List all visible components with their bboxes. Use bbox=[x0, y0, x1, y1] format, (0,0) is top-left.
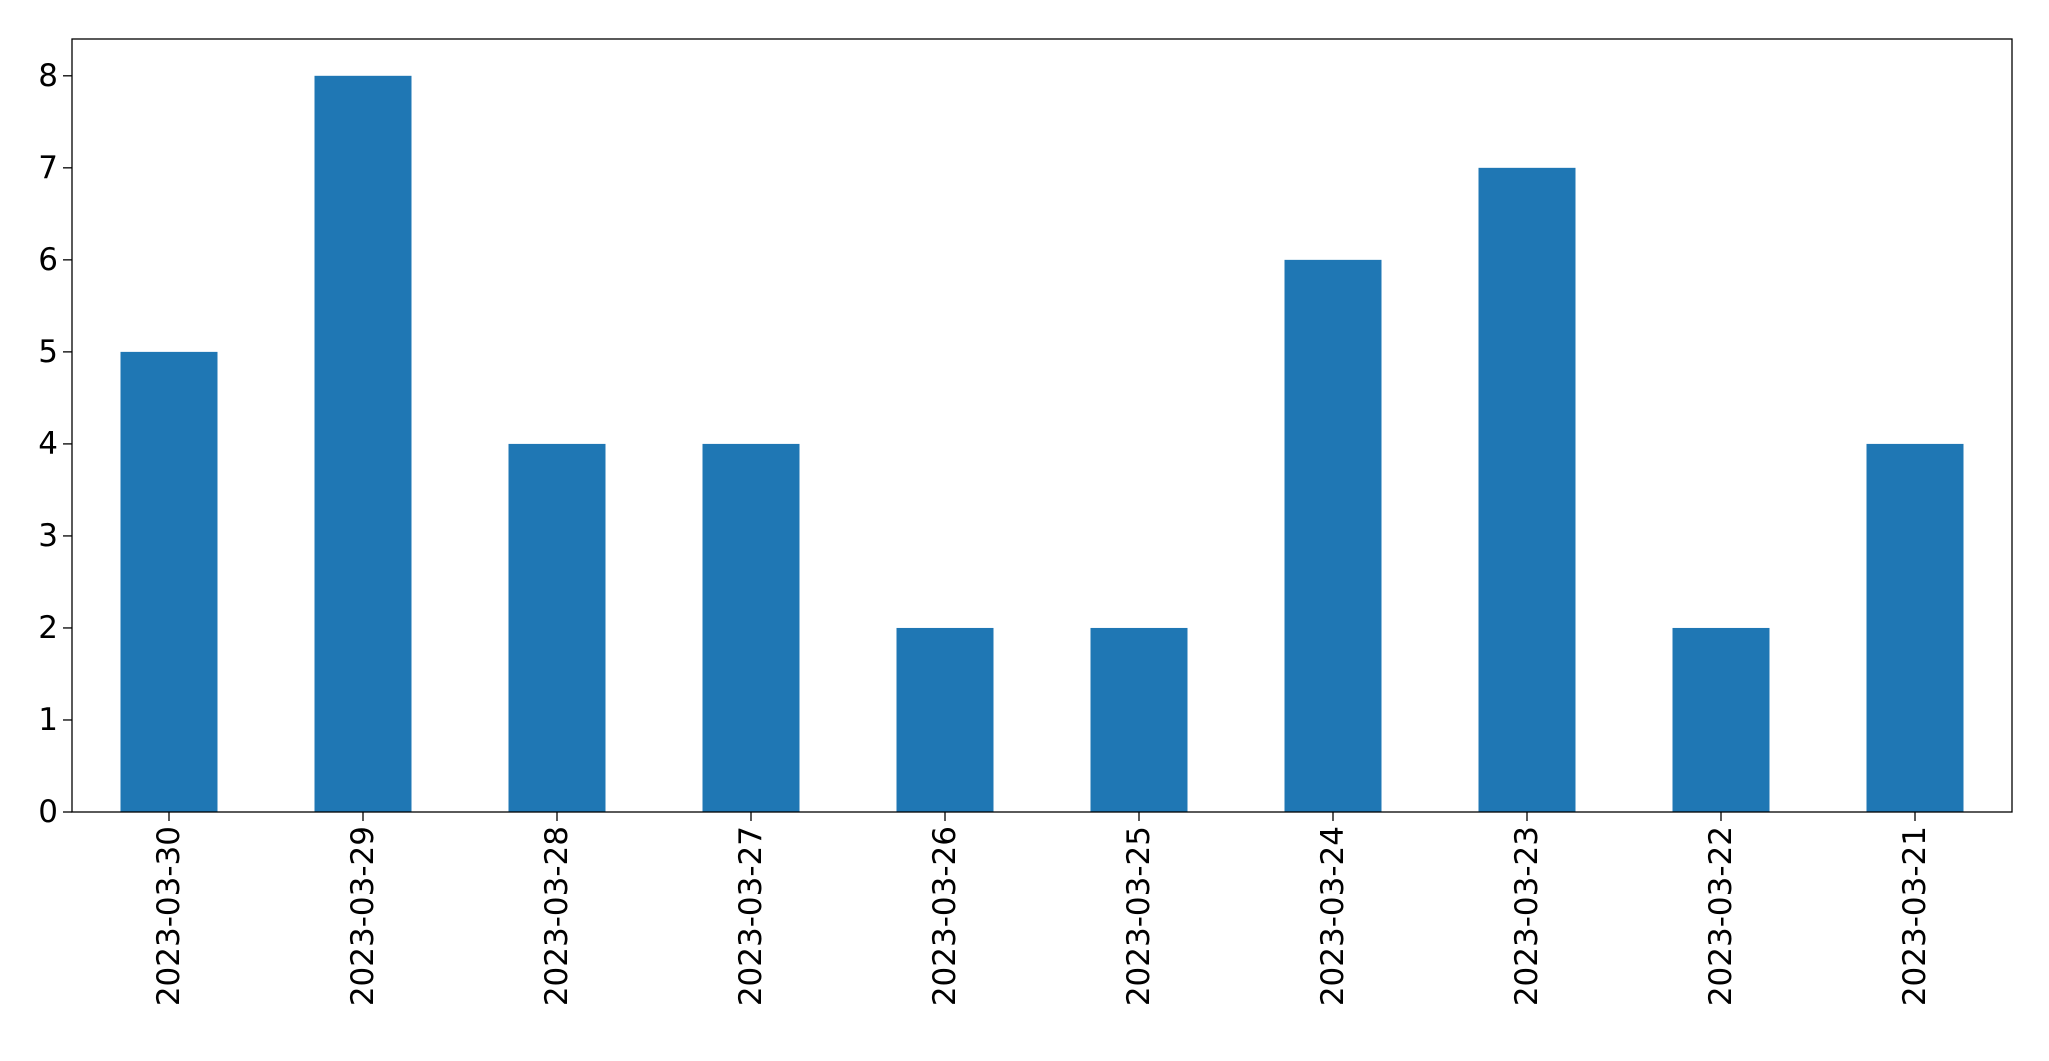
y-tick-label: 3 bbox=[38, 518, 58, 554]
bar bbox=[702, 443, 800, 812]
y-tick-label: 7 bbox=[38, 150, 58, 186]
x-tick-label: 2023-03-22 bbox=[1703, 826, 1739, 1006]
y-tick-label: 5 bbox=[38, 334, 58, 370]
x-tick-label: 2023-03-29 bbox=[345, 826, 381, 1006]
bar bbox=[1284, 259, 1382, 812]
y-tick-label: 6 bbox=[38, 242, 58, 278]
bar bbox=[508, 443, 606, 812]
bar bbox=[1478, 167, 1576, 813]
bar bbox=[1672, 627, 1770, 812]
x-tick-label: 2023-03-21 bbox=[1897, 826, 1933, 1006]
y-tick-label: 2 bbox=[38, 610, 58, 646]
y-tick-label: 8 bbox=[38, 58, 58, 94]
bar bbox=[1090, 627, 1188, 812]
y-tick-label: 0 bbox=[38, 794, 58, 830]
bar bbox=[1866, 443, 1964, 812]
bar bbox=[896, 627, 994, 812]
x-tick-label: 2023-03-24 bbox=[1315, 826, 1351, 1006]
y-tick-label: 4 bbox=[38, 426, 58, 462]
plot-frame bbox=[71, 38, 2013, 813]
x-tick-label: 2023-03-28 bbox=[539, 826, 575, 1006]
x-tick-label: 2023-03-30 bbox=[151, 826, 187, 1006]
bar bbox=[314, 75, 412, 813]
y-tick-label: 1 bbox=[38, 702, 58, 738]
x-tick-label: 2023-03-26 bbox=[927, 826, 963, 1006]
x-tick-label: 2023-03-27 bbox=[733, 826, 769, 1006]
bar bbox=[120, 351, 218, 812]
x-tick-label: 2023-03-25 bbox=[1121, 826, 1157, 1006]
x-tick-label: 2023-03-23 bbox=[1509, 826, 1545, 1006]
